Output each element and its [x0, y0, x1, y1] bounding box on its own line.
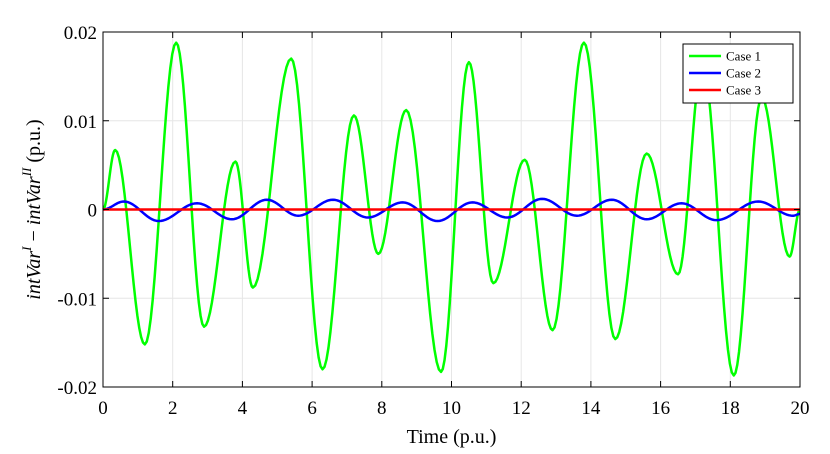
x-tick-label: 2	[168, 398, 178, 419]
y-label-sup1: I	[19, 246, 34, 252]
x-tick-label: 10	[442, 398, 461, 419]
x-tick-label: 14	[581, 398, 601, 419]
y-label-minus: −	[23, 225, 45, 246]
legend-label: Case 3	[726, 83, 761, 98]
y-label-units: (p.u.)	[23, 119, 45, 167]
x-tick-label: 20	[791, 398, 810, 419]
legend: Case 1 Case 2 Case 3	[682, 43, 794, 104]
y-label-term2: intVar	[23, 176, 45, 225]
y-label-term1: intVar	[23, 251, 45, 300]
series-line-case-2	[102, 197, 801, 223]
x-tick-label: 6	[307, 398, 317, 419]
y-tick-label: 0.02	[64, 23, 97, 44]
tick-labels: 0 2 4 6 8 10 12 14 16 18 20 -0.02 -0.01 0 0.01 0.02	[57, 23, 809, 419]
y-tick-label: -0.01	[57, 289, 97, 310]
y-axis-label: intVarI − intVarII (p.u.)	[19, 119, 45, 299]
x-tick-label: 12	[512, 398, 531, 419]
y-label-sup2: II	[19, 167, 34, 177]
x-tick-label: 18	[721, 398, 740, 419]
x-tick-label: 0	[98, 398, 108, 419]
y-tick-label: -0.02	[57, 378, 97, 399]
x-tick-label: 8	[377, 398, 387, 419]
y-tick-label: 0	[88, 201, 98, 222]
x-tick-label: 4	[238, 398, 248, 419]
legend-label: Case 1	[726, 49, 761, 64]
y-tick-label: 0.01	[64, 112, 97, 133]
legend-label: Case 2	[726, 66, 761, 81]
x-tick-label: 16	[651, 398, 670, 419]
x-axis-label: Time (p.u.)	[407, 426, 497, 448]
axis-ticks	[102, 31, 801, 388]
